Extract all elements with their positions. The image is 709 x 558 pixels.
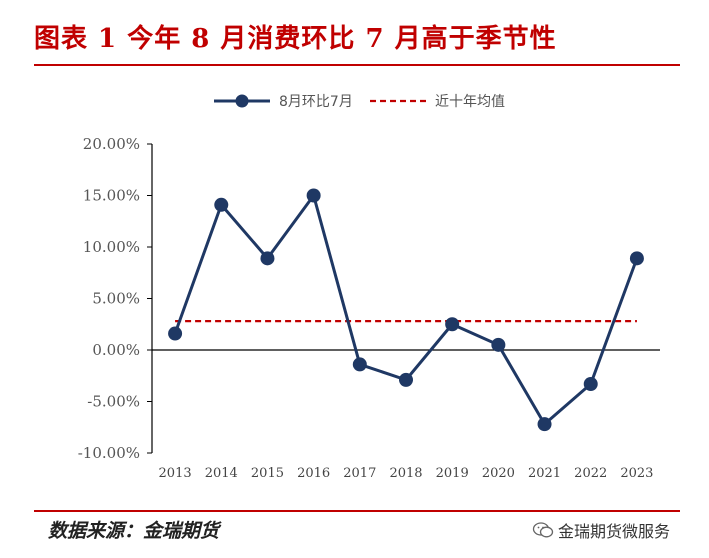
- figure-title: 图表 1 今年 8 月消费环比 7 月高于季节性: [34, 24, 557, 54]
- wechat-icon: [532, 522, 554, 538]
- x-tick-label: 2013: [159, 466, 192, 481]
- watermark-text: 金瑞期货微服务: [558, 522, 671, 541]
- x-tick-label: 2022: [574, 466, 607, 481]
- data-point: [537, 417, 552, 432]
- legend-label: 8月环比7月: [279, 94, 353, 110]
- y-tick-label: 20.00%: [83, 135, 140, 153]
- x-tick-label: 2017: [343, 466, 376, 481]
- y-tick-label: 5.00%: [92, 290, 140, 308]
- y-tick-label: 10.00%: [83, 238, 140, 256]
- data-point: [583, 376, 598, 391]
- x-tick-label: 2023: [620, 466, 653, 481]
- y-tick-label: -10.00%: [78, 444, 140, 462]
- data-point: [629, 251, 644, 266]
- y-tick-label: -5.00%: [87, 393, 140, 411]
- legend-marker: [235, 94, 249, 108]
- chart-axes: 20.00% 15.00% 10.00% 5.00% 0.00% -5.00% -10.00…: [78, 135, 660, 481]
- data-point: [491, 337, 506, 352]
- x-tick-label: 2021: [528, 466, 561, 481]
- x-tick-label: 2019: [436, 466, 469, 481]
- series-line: [173, 194, 639, 426]
- title-divider: [34, 64, 680, 66]
- data-point: [445, 317, 460, 332]
- line-chart: 8月环比7月 近十年均值 20.00% 15.00% 10.00% 5.00% 0.00%…: [78, 94, 660, 481]
- data-point: [260, 251, 275, 266]
- chart-legend: 8月环比7月 近十年均值: [214, 94, 505, 110]
- chart-plot-area: [168, 188, 644, 432]
- y-tick-label: 15.00%: [83, 187, 140, 205]
- x-tick-label: 2016: [297, 466, 330, 481]
- footer-divider: [34, 510, 680, 512]
- data-point: [214, 197, 229, 212]
- legend-label: 近十年均值: [435, 94, 505, 110]
- data-source: 数据来源：金瑞期货: [48, 520, 220, 542]
- x-tick-label: 2020: [482, 466, 515, 481]
- x-tick-label: 2015: [251, 466, 284, 481]
- data-point: [352, 357, 367, 372]
- data-point: [306, 188, 321, 203]
- x-tick-label: 2014: [205, 466, 238, 481]
- x-tick-label: 2018: [389, 466, 422, 481]
- watermark: 金瑞期货微服务: [532, 518, 670, 542]
- data-point: [168, 326, 183, 341]
- data-point: [399, 372, 413, 387]
- y-tick-label: 0.00%: [92, 341, 140, 359]
